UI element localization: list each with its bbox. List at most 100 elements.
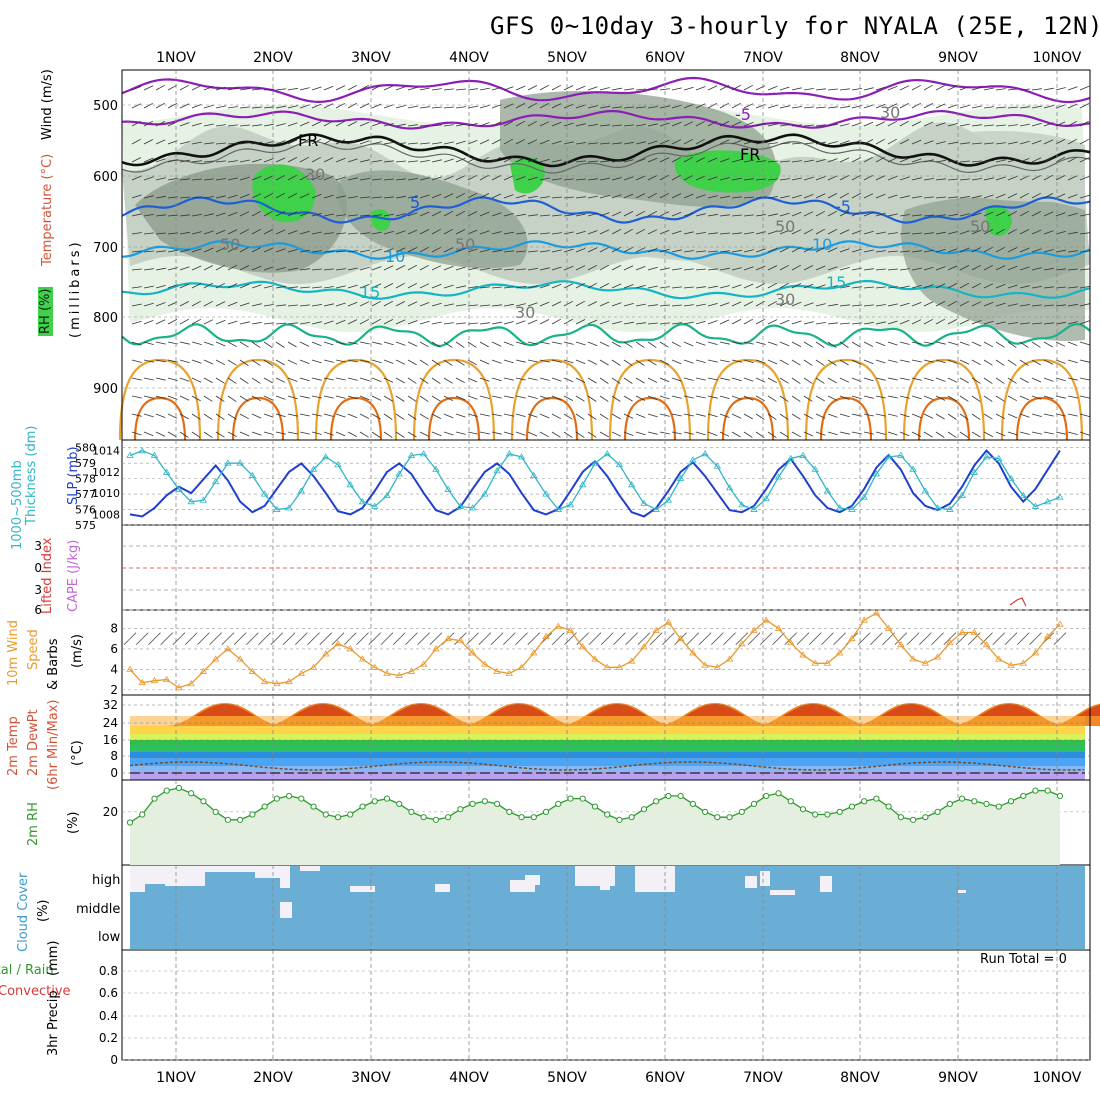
wind-barb (191, 214, 202, 217)
wind-barb (1019, 285, 1030, 289)
wind-barb (227, 142, 238, 145)
thickness-tick: 577 (75, 488, 96, 501)
wind-barb (875, 359, 886, 364)
wind-barb (815, 303, 826, 307)
wind-speed-marker (150, 676, 159, 684)
wind-barb (839, 140, 850, 145)
wind-barb (827, 141, 838, 145)
wind-barb (395, 377, 405, 384)
wind-barb (311, 341, 322, 347)
wind-barb (1067, 103, 1078, 109)
wind-barb (611, 177, 622, 181)
wind-barb (851, 122, 862, 127)
wind-barb (731, 177, 742, 181)
wind-barb (899, 85, 910, 91)
wind-barb (563, 359, 574, 364)
wind-speed-marker (995, 655, 1003, 662)
wind-barb (419, 124, 430, 127)
thickness-tick: 578 (75, 473, 96, 486)
wind-barb (599, 142, 610, 145)
run-total: Run Total = 0 (980, 952, 1067, 967)
wind-barb (815, 284, 826, 289)
wind-barb (491, 395, 502, 399)
label-barbs: & Barbs (46, 638, 61, 690)
wind-barb (239, 431, 250, 437)
wind-barb (815, 322, 826, 325)
wind-barb (1007, 210, 1017, 217)
wind-barb-10m (931, 632, 944, 645)
wind-barb (1031, 248, 1042, 253)
wind-barb (1007, 193, 1018, 199)
wind-barb (671, 377, 682, 382)
rh2m-marker (848, 803, 856, 810)
wind-barb (371, 231, 382, 235)
wind-barb (299, 212, 310, 217)
wind-speed-marker (787, 638, 795, 646)
rh2m-marker (493, 800, 501, 808)
wind-barb-10m (429, 632, 443, 645)
wind-barb (995, 142, 1006, 145)
wind-barb (731, 232, 742, 235)
wind-barb (971, 86, 982, 91)
date-label-top: 5NOV (547, 50, 587, 66)
wind-barb (455, 377, 465, 384)
wind-barb (599, 431, 609, 438)
wind-barb (875, 138, 885, 145)
wind-barb (455, 106, 466, 109)
wind-barb (791, 87, 802, 91)
wind-barb (779, 212, 790, 217)
thickness-marker (481, 490, 489, 497)
wind-barb (707, 268, 718, 271)
wind-barb (959, 319, 970, 325)
wind-barb (719, 341, 730, 345)
wind-barb (911, 196, 922, 199)
wind-barb-10m (992, 632, 1006, 645)
wind-barb (1055, 231, 1066, 235)
thickness-marker (187, 498, 195, 505)
wind-barb (1043, 122, 1054, 127)
wind-barb (203, 300, 213, 307)
wind-barb-10m (454, 632, 467, 645)
wind-barb (251, 284, 262, 289)
thickness-marker (1007, 474, 1015, 482)
wind-barb (323, 320, 334, 325)
wind-barb (1043, 395, 1054, 400)
wind-barb (251, 359, 261, 366)
wind-barb (455, 395, 466, 401)
wind-barb (143, 214, 154, 217)
wind-barb (803, 159, 814, 163)
temp-contour-25 (902, 358, 986, 441)
rh2m-marker (689, 800, 696, 808)
wind-barb (467, 88, 478, 91)
wind-barb (299, 377, 310, 382)
wind-barb (635, 175, 646, 181)
wind-barb (179, 178, 190, 181)
contour-label: 30 (880, 103, 900, 122)
wind-tick: 2 (110, 683, 118, 697)
wind-barb (635, 88, 646, 91)
wind-barb (743, 196, 754, 199)
wind-barb-10m (919, 632, 932, 645)
wind-barb (347, 177, 358, 181)
wind-barb (1067, 212, 1078, 217)
cloud-gap (600, 880, 610, 890)
wind-speed-marker (676, 634, 685, 642)
wind-barb-10m (759, 632, 773, 645)
thickness-marker (126, 451, 134, 458)
temp-contour-10 (121, 240, 1091, 260)
wind-barb (263, 141, 274, 145)
wind-barb (479, 174, 489, 181)
wind-barb (983, 246, 993, 253)
date-label-top: 9NOV (938, 50, 978, 66)
wind-barb (875, 231, 886, 235)
wind-barb (599, 395, 609, 402)
wind-barb (947, 283, 958, 289)
wind-barb-10m (600, 632, 614, 645)
wind-barb (203, 213, 214, 217)
wind-barb (503, 213, 514, 217)
rh2m-marker (726, 814, 733, 821)
wind-barb (383, 178, 394, 181)
wind-barb (1067, 321, 1078, 325)
wind-barb (887, 175, 898, 181)
wind-speed-marker (309, 663, 318, 670)
